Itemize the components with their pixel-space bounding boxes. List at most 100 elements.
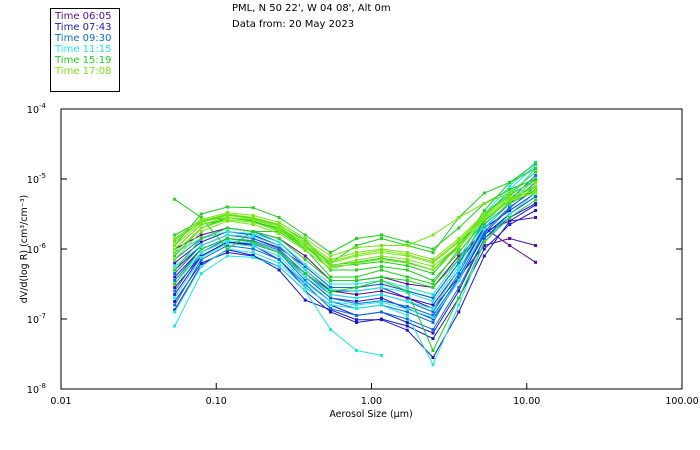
data-point [303, 258, 307, 261]
data-point [457, 276, 461, 280]
data-point [508, 184, 512, 188]
data-point [303, 279, 307, 282]
data-point [329, 258, 333, 261]
data-point [225, 251, 229, 254]
data-point [277, 223, 281, 226]
data-point [405, 244, 409, 247]
data-point [380, 248, 383, 252]
data-point [277, 229, 281, 233]
data-point [355, 275, 358, 279]
data-point [457, 258, 461, 261]
data-point [380, 237, 383, 240]
data-point [431, 293, 435, 296]
data-point [355, 251, 358, 254]
data-point [482, 244, 486, 247]
data-point [329, 288, 333, 292]
data-point [405, 314, 409, 317]
data-point [457, 244, 461, 247]
data-point [534, 167, 538, 170]
data-point [329, 275, 333, 279]
data-point [225, 213, 229, 217]
data-point [431, 337, 435, 341]
legend-item-1519: Time 15:19 [55, 55, 112, 66]
y-tick-label: 10 [27, 245, 39, 256]
data-point [225, 205, 229, 209]
data-point [199, 230, 203, 233]
data-point [534, 195, 538, 198]
data-point [431, 321, 435, 324]
data-point [225, 230, 229, 233]
data-point [405, 275, 409, 279]
x-tick-label: 0.01 [50, 396, 71, 407]
data-point [225, 241, 229, 245]
data-point [277, 216, 281, 219]
data-point [457, 246, 461, 250]
data-point [355, 303, 358, 307]
data-point [380, 258, 383, 261]
data-point [225, 216, 229, 219]
data-point [482, 254, 486, 258]
data-point [355, 349, 358, 352]
data-point [431, 307, 435, 310]
data-point [380, 353, 383, 357]
data-point [173, 197, 177, 201]
data-point [380, 282, 383, 286]
data-point [277, 244, 281, 247]
data-point [355, 321, 358, 324]
x-axis-label: Aerosol Size (µm) [329, 409, 412, 420]
data-point [380, 279, 383, 282]
data-point [199, 258, 203, 261]
data-point [173, 279, 177, 282]
data-point [431, 258, 435, 261]
y-tick-exponent: -8 [39, 382, 46, 390]
data-point [534, 209, 538, 212]
data-point [405, 307, 409, 311]
data-point [303, 265, 307, 268]
data-point [431, 349, 435, 352]
data-point [405, 304, 409, 308]
data-point [457, 296, 461, 300]
data-point [457, 286, 461, 289]
data-point [173, 275, 177, 279]
data-point [173, 240, 177, 244]
data-point [303, 286, 307, 289]
data-point [405, 317, 409, 321]
data-point [457, 265, 461, 268]
data-point [355, 261, 358, 265]
data-point [534, 202, 538, 205]
data-point [225, 211, 229, 215]
data-point [173, 282, 177, 286]
data-point [199, 261, 203, 265]
data-point [251, 255, 255, 259]
data-point [173, 244, 177, 247]
data-point [380, 286, 383, 289]
data-point [405, 296, 409, 300]
y-tick-label: 10 [27, 175, 39, 186]
data-point [355, 307, 358, 310]
data-point [199, 251, 203, 254]
data-point [508, 206, 512, 210]
data-point [457, 310, 461, 314]
data-point [431, 356, 435, 359]
data-point [508, 198, 512, 202]
legend-item-0605: Time 06:05 [55, 11, 112, 22]
data-point [173, 289, 177, 293]
data-point [355, 258, 358, 262]
data-point [482, 227, 486, 231]
data-point [251, 232, 255, 236]
x-axis: 0.01 0.10 1.00 10.00 100.00 [50, 383, 699, 407]
data-point [173, 296, 177, 300]
data-point [251, 213, 255, 217]
data-point [508, 237, 512, 240]
data-point [431, 328, 435, 331]
data-point [225, 226, 229, 230]
data-point [431, 286, 435, 289]
data-point [457, 289, 461, 293]
data-point [277, 265, 281, 268]
data-point [173, 303, 177, 307]
data-point [457, 279, 461, 282]
data-point [355, 279, 358, 282]
data-point [251, 234, 255, 238]
data-point [431, 296, 435, 300]
data-point [405, 279, 409, 282]
